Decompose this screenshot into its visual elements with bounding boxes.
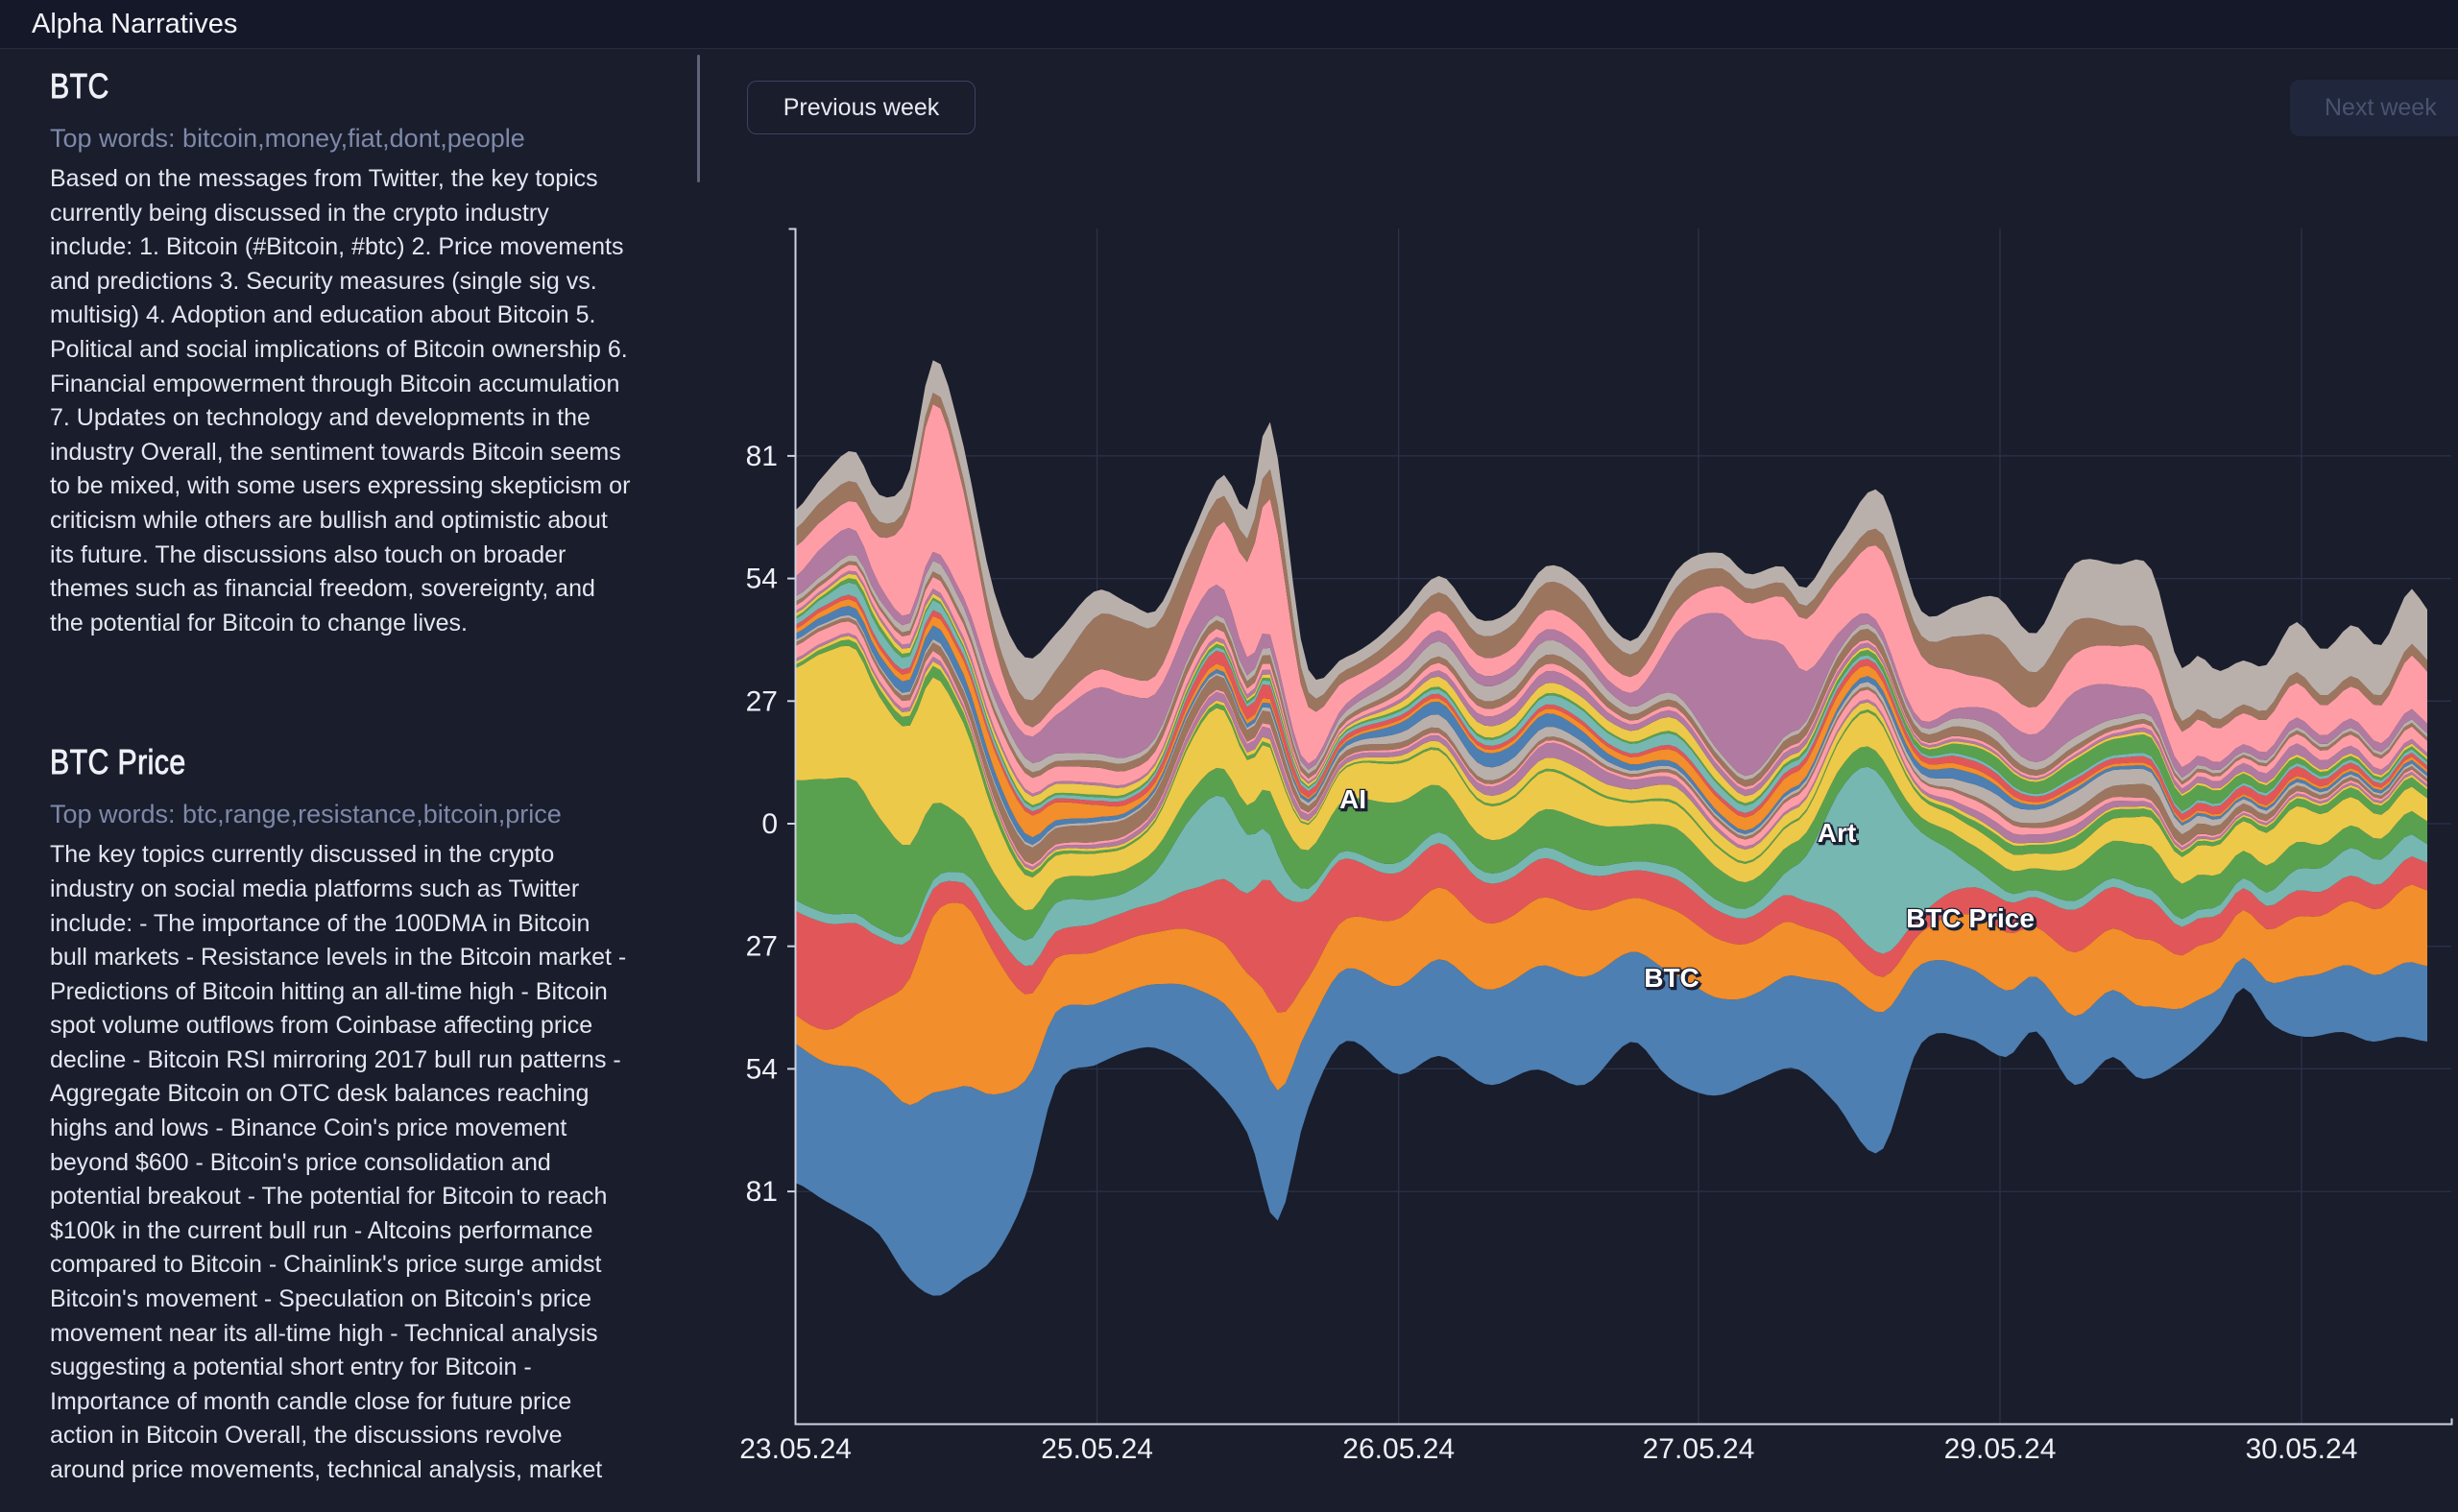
svg-text:29.05.24: 29.05.24 — [1944, 1433, 2057, 1465]
svg-text:BTC: BTC — [1644, 963, 1699, 993]
svg-text:81: 81 — [746, 1176, 778, 1208]
svg-text:BTC Price: BTC Price — [1906, 903, 2035, 933]
svg-text:Art: Art — [1818, 818, 1856, 848]
svg-text:27: 27 — [746, 931, 778, 963]
svg-text:26.05.24: 26.05.24 — [1342, 1433, 1455, 1465]
svg-text:30.05.24: 30.05.24 — [2246, 1433, 2358, 1465]
svg-text:27.05.24: 27.05.24 — [1643, 1433, 1755, 1465]
svg-text:27: 27 — [746, 685, 778, 717]
svg-text:81: 81 — [746, 441, 778, 472]
svg-text:23.05.24: 23.05.24 — [739, 1433, 852, 1465]
svg-text:25.05.24: 25.05.24 — [1041, 1433, 1153, 1465]
svg-text:54: 54 — [746, 1053, 778, 1085]
svg-text:0: 0 — [761, 808, 778, 840]
svg-text:54: 54 — [746, 564, 778, 595]
svg-text:AI: AI — [1339, 784, 1366, 814]
